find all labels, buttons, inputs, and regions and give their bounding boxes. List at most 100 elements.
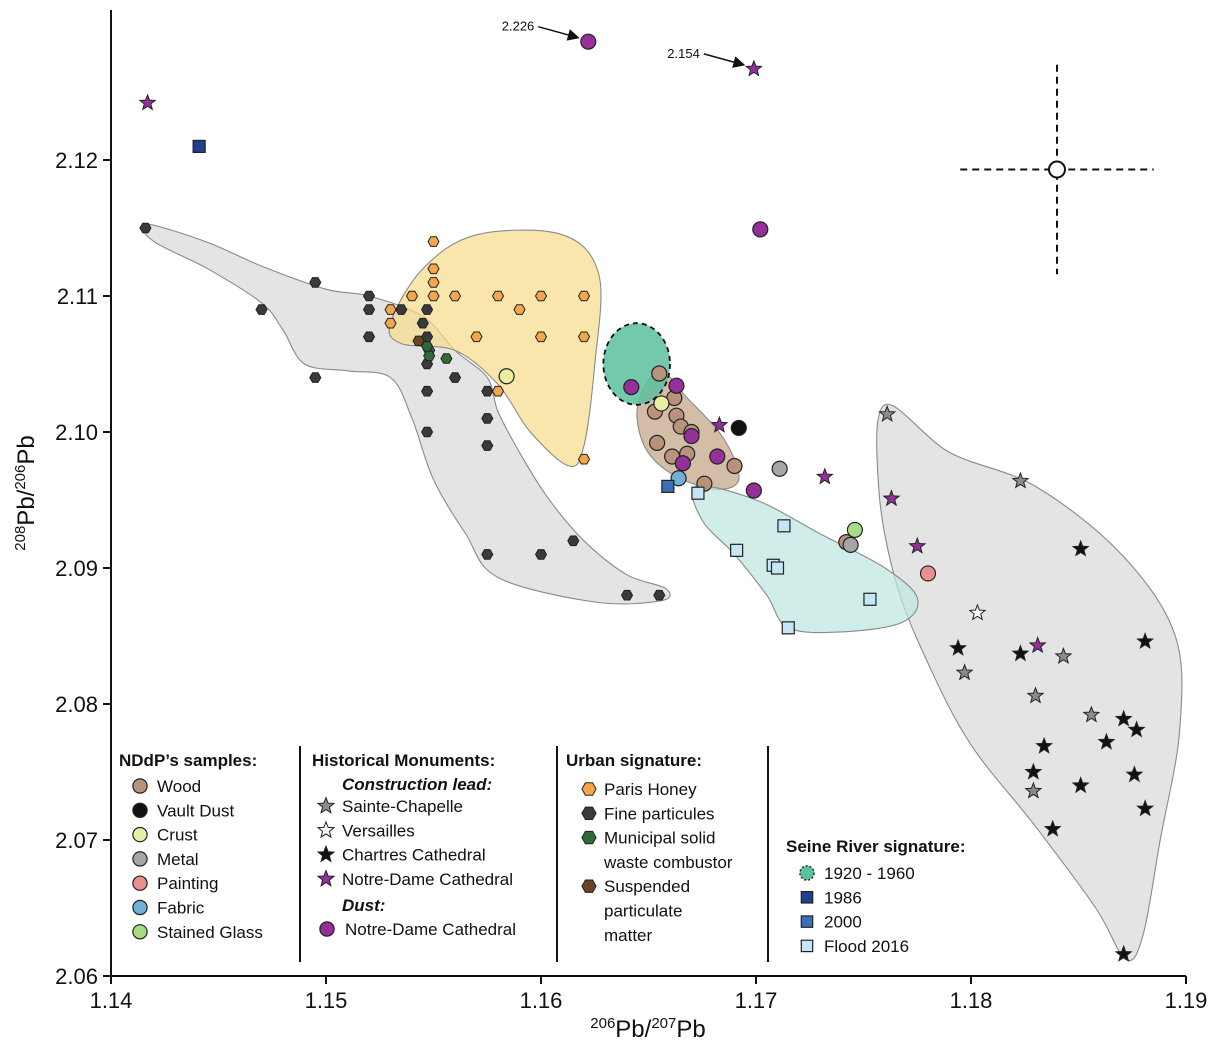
point-s13-0	[139, 222, 152, 234]
legend-historical-sub1: Construction lead:	[342, 775, 492, 794]
legend-urban-label-3-0: Suspended	[604, 877, 690, 896]
legend-seine-marker-1	[800, 890, 814, 904]
point-s11-4	[882, 489, 901, 507]
point-s10-8	[1024, 762, 1043, 780]
legend-seine-marker-3	[800, 939, 814, 953]
point-s4-0	[919, 565, 937, 582]
point-s5-0	[670, 470, 687, 487]
x-tick-label-5: 1.19	[1165, 988, 1208, 1013]
y-tick-label-5: 2.11	[57, 284, 98, 309]
point-s8-4	[1054, 646, 1073, 665]
y-tick-label-2: 2.08	[55, 692, 98, 717]
point-s7-5	[674, 455, 692, 472]
point-s10-7	[1035, 736, 1054, 754]
legend-nddp-label-1: Vault Dust	[157, 801, 234, 820]
legend-urban-label-3-2: matter	[604, 926, 653, 945]
y-tick-label-0: 2.06	[55, 964, 98, 989]
point-s7-0	[580, 33, 597, 50]
ticks-layer: 1.14 1.15 1.16 1.17 1.18 1.19 2.06 2.07 2.08 2.09…	[55, 148, 1207, 1013]
point-s13-20	[534, 549, 548, 560]
x-label-base-2: Pb	[676, 1016, 705, 1043]
x-tick-label-4: 1.18	[950, 988, 993, 1013]
x-label-base-1: Pb/	[615, 1016, 651, 1043]
y-tick-label-6: 2.12	[55, 148, 98, 173]
point-s9-0	[968, 603, 987, 621]
point-s13-3	[255, 304, 268, 315]
legend-urban-label-1-0: Fine particules	[604, 804, 715, 823]
legend-seine-label-2: 2000	[824, 913, 862, 932]
legend-urban-label-2-0: Municipal solid	[604, 829, 716, 848]
seine-1920-1960-field-layer	[602, 322, 671, 406]
legend-nddp-marker-0	[132, 778, 148, 794]
point-s7-3	[668, 377, 685, 394]
point-s11-1	[744, 59, 763, 77]
point-s11-5	[908, 536, 927, 554]
point-s16-0	[192, 139, 206, 153]
point-s6-0	[846, 521, 864, 539]
legend-historical-dust-marker-0	[319, 921, 335, 937]
legend-urban-label-0-0: Paris Honey	[604, 780, 697, 799]
x-label-sup-1: 206	[590, 1015, 615, 1032]
error-center	[1048, 160, 1066, 179]
point-s10-1	[1136, 631, 1155, 650]
legend-historical-marker-1	[316, 820, 336, 839]
legend-seine-label-1: 1986	[824, 888, 862, 907]
point-s10-2	[949, 638, 968, 656]
point-s0-5	[648, 434, 666, 451]
point-s8-6	[1024, 781, 1043, 799]
legend-nddp-label-0: Wood	[157, 777, 201, 796]
y-tick-label-1: 2.07	[55, 828, 98, 853]
point-s8-5	[1082, 705, 1101, 723]
point-s7-7	[745, 482, 762, 499]
point-s12-2	[427, 277, 440, 288]
region-2	[876, 403, 1183, 962]
legend-nddp-marker-5	[132, 899, 148, 916]
annotation-arrow-0	[538, 25, 580, 41]
y-label-sup-1: 208	[12, 526, 29, 551]
point-s18-1	[777, 519, 791, 533]
point-s8-2	[955, 663, 974, 681]
legend-urban-label-3-1: particulate	[604, 902, 682, 921]
point-s12-6	[491, 290, 505, 302]
point-s10-4	[1114, 709, 1133, 727]
legend-urban-marker-0	[581, 782, 597, 796]
legend-urban-marker-2	[581, 830, 597, 845]
point-s12-1	[427, 263, 440, 275]
point-s12-16	[577, 453, 591, 465]
point-s10-5	[1097, 732, 1116, 750]
point-s2-1	[653, 395, 670, 412]
point-s13-22	[653, 589, 666, 601]
point-s13-7	[421, 304, 434, 315]
y-tick-label-3: 2.09	[55, 556, 98, 581]
annotation-label-1: 2.154	[667, 46, 700, 61]
legend-nddp-title: NDdP’s samples:	[119, 751, 257, 770]
legend: NDdP’s samples: Wood Vault Dust Crust Metal P…	[119, 746, 966, 962]
legend-seine-title: Seine River signature:	[786, 837, 966, 856]
region-1	[388, 229, 602, 468]
point-s7-2	[623, 379, 640, 396]
point-s13-11	[309, 372, 322, 383]
point-s18-5	[863, 592, 877, 606]
point-s0-0	[651, 365, 668, 382]
annotations-layer: 2.226 2.154	[502, 19, 746, 68]
point-s12-8	[577, 290, 591, 302]
point-s18-2	[730, 543, 744, 557]
y-label-base-2: Pb	[13, 435, 40, 464]
axes	[110, 10, 1186, 977]
legend-seine-label-3: Flood 2016	[824, 937, 909, 956]
legend-nddp-marker-6	[132, 924, 148, 940]
point-s14-1	[440, 353, 453, 364]
point-s3-0	[771, 460, 788, 477]
point-s1-0	[730, 419, 747, 437]
point-s12-4	[405, 290, 419, 302]
point-s13-10	[448, 372, 462, 383]
legend-historical-marker-3	[316, 869, 336, 887]
region-0	[141, 223, 671, 605]
point-s13-17	[481, 440, 494, 451]
error-cross	[960, 64, 1154, 275]
point-s12-15	[491, 385, 505, 397]
point-s10-10	[1071, 776, 1090, 794]
point-s13-4	[362, 304, 376, 315]
annotation-arrow-1	[703, 53, 746, 68]
point-s18-6	[781, 621, 795, 635]
